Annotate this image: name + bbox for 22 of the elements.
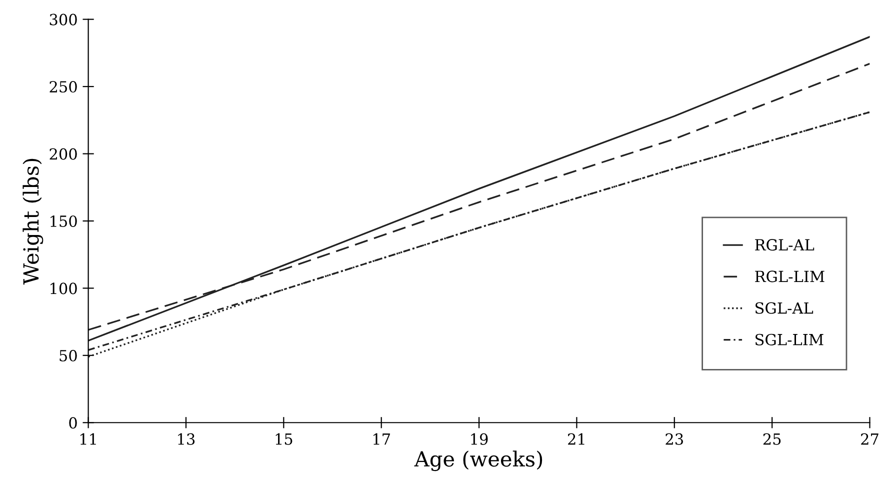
x-tick-label: 19 [471, 433, 488, 445]
x-axis-title: Age (weeks) [414, 450, 542, 472]
y-tick-label: 150 [50, 215, 77, 227]
x-tick-label: 23 [666, 433, 683, 445]
y-tick-label: 200 [50, 148, 77, 160]
y-tick-label: 250 [50, 81, 77, 93]
x-tick-label: 25 [763, 433, 781, 445]
x-tick-label: 27 [861, 433, 878, 445]
x-tick-label: 13 [178, 433, 195, 445]
y-tick-label: 0 [69, 417, 77, 429]
x-tick-label: 11 [80, 433, 96, 445]
legend-label: SGL-AL [756, 302, 814, 314]
x-tick-label: 17 [373, 433, 390, 445]
y-axis-title: Weight (lbs) [22, 158, 44, 285]
legend-label: SGL-LIM [756, 334, 824, 346]
legend-label: RGL-LIM [755, 270, 824, 282]
legend-label: RGL-AL [755, 239, 814, 251]
y-tick-label: 100 [50, 282, 77, 294]
x-tick-label: 15 [276, 433, 292, 445]
y-tick-label: 300 [50, 14, 77, 26]
y-tick-label: 50 [60, 350, 77, 362]
x-tick-label: 21 [568, 433, 584, 445]
